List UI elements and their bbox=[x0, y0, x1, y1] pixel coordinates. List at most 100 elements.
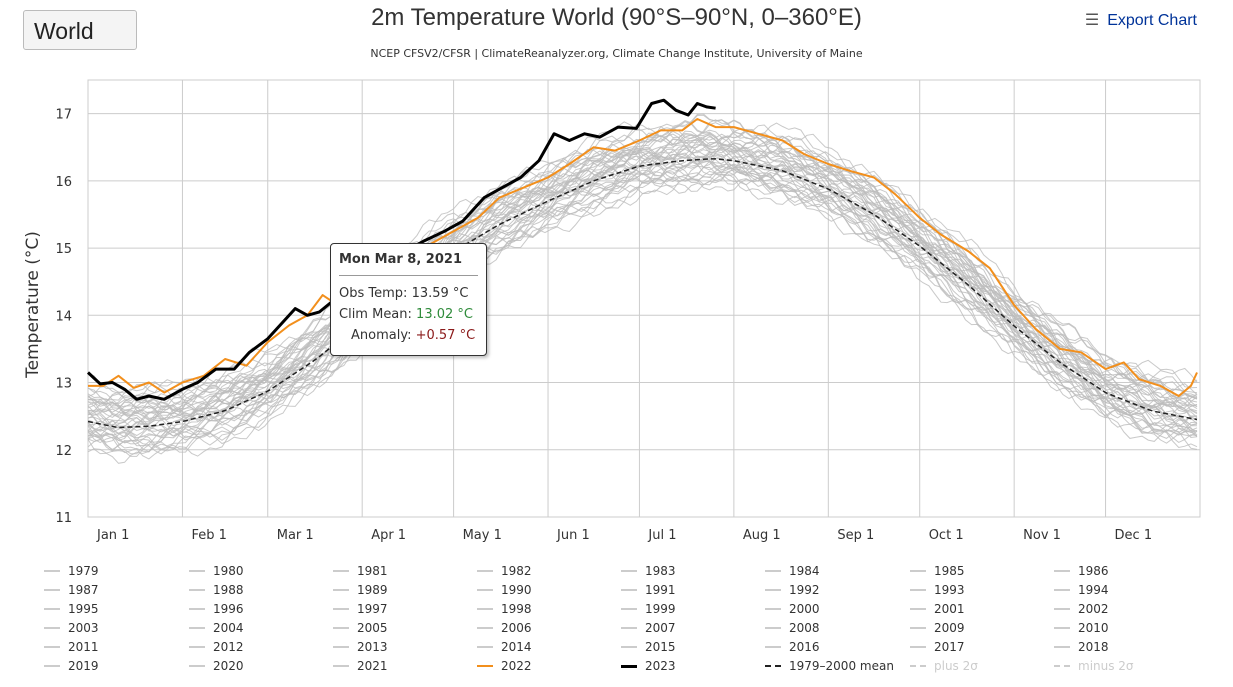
legend-item-2001[interactable]: 2001 bbox=[910, 602, 965, 616]
tooltip-clim-label: Clim Mean: bbox=[339, 307, 412, 322]
legend-swatch bbox=[189, 589, 205, 591]
legend-item-2005[interactable]: 2005 bbox=[333, 621, 388, 635]
legend-item-2009[interactable]: 2009 bbox=[910, 621, 965, 635]
legend-item-2013[interactable]: 2013 bbox=[333, 640, 388, 654]
legend-swatch bbox=[1054, 665, 1070, 667]
menu-icon: ☰ bbox=[1084, 12, 1100, 29]
legend-item-2002[interactable]: 2002 bbox=[1054, 602, 1109, 616]
legend-label: 1997 bbox=[357, 602, 388, 616]
legend-item-1979-2000-mean[interactable]: 1979–2000 mean bbox=[765, 659, 894, 673]
legend-label: 2008 bbox=[789, 621, 820, 635]
legend-item-1980[interactable]: 1980 bbox=[189, 564, 244, 578]
legend-label: 2017 bbox=[934, 640, 965, 654]
legend-label: plus 2σ bbox=[934, 659, 978, 673]
legend-item-2022[interactable]: 2022 bbox=[477, 659, 532, 673]
legend-swatch bbox=[1054, 646, 1070, 648]
year-lines bbox=[87, 113, 1198, 464]
legend-item-2006[interactable]: 2006 bbox=[477, 621, 532, 635]
legend-item-2007[interactable]: 2007 bbox=[621, 621, 676, 635]
legend-swatch bbox=[477, 570, 493, 572]
x-tick-label: Apr 1 bbox=[371, 528, 406, 543]
series-line-2017 bbox=[87, 121, 1198, 405]
legend-label: 2007 bbox=[645, 621, 676, 635]
legend-swatch bbox=[765, 608, 781, 610]
legend-item-1993[interactable]: 1993 bbox=[910, 583, 965, 597]
legend-item-1979[interactable]: 1979 bbox=[44, 564, 99, 578]
series-line-1984 bbox=[87, 174, 1198, 450]
tooltip-obs-label: Obs Temp: bbox=[339, 286, 408, 301]
legend-item-1997[interactable]: 1997 bbox=[333, 602, 388, 616]
legend-item-1982[interactable]: 1982 bbox=[477, 564, 532, 578]
legend-item-2000[interactable]: 2000 bbox=[765, 602, 820, 616]
legend-label: 2020 bbox=[213, 659, 244, 673]
legend-item-1995[interactable]: 1995 bbox=[44, 602, 99, 616]
legend-swatch bbox=[621, 646, 637, 648]
legend-item-2018[interactable]: 2018 bbox=[1054, 640, 1109, 654]
legend-item-1989[interactable]: 1989 bbox=[333, 583, 388, 597]
export-chart-button[interactable]: ☰ Export Chart bbox=[1085, 10, 1197, 30]
legend-item-2014[interactable]: 2014 bbox=[477, 640, 532, 654]
legend-swatch bbox=[477, 646, 493, 648]
legend-swatch bbox=[477, 665, 493, 667]
legend-item-2003[interactable]: 2003 bbox=[44, 621, 99, 635]
legend-swatch bbox=[765, 646, 781, 648]
tooltip-anomaly-label: Anomaly: bbox=[351, 328, 412, 343]
legend-item-1985[interactable]: 1985 bbox=[910, 564, 965, 578]
legend-label: 1998 bbox=[501, 602, 532, 616]
legend-swatch bbox=[44, 608, 60, 610]
legend-item-1984[interactable]: 1984 bbox=[765, 564, 820, 578]
x-tick-label: Feb 1 bbox=[191, 528, 226, 543]
legend-swatch bbox=[44, 570, 60, 572]
legend-item-2023[interactable]: 2023 bbox=[621, 659, 676, 673]
legend-item-1981[interactable]: 1981 bbox=[333, 564, 388, 578]
legend-label: 1996 bbox=[213, 602, 244, 616]
legend-item-2010[interactable]: 2010 bbox=[1054, 621, 1109, 635]
legend-label: 2009 bbox=[934, 621, 965, 635]
tooltip-date: Mon Mar 8, 2021 bbox=[339, 252, 478, 276]
legend-item-1991[interactable]: 1991 bbox=[621, 583, 676, 597]
x-tick-label: Oct 1 bbox=[929, 528, 964, 543]
legend-label: 2005 bbox=[357, 621, 388, 635]
legend-item-1987[interactable]: 1987 bbox=[44, 583, 99, 597]
legend-item-2020[interactable]: 2020 bbox=[189, 659, 244, 673]
legend-label: 1994 bbox=[1078, 583, 1109, 597]
legend-swatch bbox=[765, 627, 781, 629]
legend-item-1986[interactable]: 1986 bbox=[1054, 564, 1109, 578]
legend-label: 2022 bbox=[501, 659, 532, 673]
legend-item-1990[interactable]: 1990 bbox=[477, 583, 532, 597]
legend-item-2016[interactable]: 2016 bbox=[765, 640, 820, 654]
legend-item-1983[interactable]: 1983 bbox=[621, 564, 676, 578]
series-line-1999 bbox=[87, 149, 1198, 437]
series-line-1992 bbox=[87, 164, 1198, 455]
legend-item-2017[interactable]: 2017 bbox=[910, 640, 965, 654]
legend-item-2019[interactable]: 2019 bbox=[44, 659, 99, 673]
legend-item-2004[interactable]: 2004 bbox=[189, 621, 244, 635]
legend-swatch bbox=[477, 608, 493, 610]
legend-item-2012[interactable]: 2012 bbox=[189, 640, 244, 654]
legend-label: 2003 bbox=[68, 621, 99, 635]
legend-item-plus-2-[interactable]: plus 2σ bbox=[910, 659, 978, 673]
legend-item-2008[interactable]: 2008 bbox=[765, 621, 820, 635]
legend-swatch bbox=[765, 589, 781, 591]
legend-swatch bbox=[1054, 570, 1070, 572]
legend-swatch bbox=[333, 665, 349, 667]
region-select-button[interactable]: World bbox=[23, 10, 137, 50]
series-line-2015 bbox=[87, 119, 1198, 416]
legend-item-2015[interactable]: 2015 bbox=[621, 640, 676, 654]
legend-swatch bbox=[189, 570, 205, 572]
series-line-2016 bbox=[87, 114, 1198, 409]
legend-swatch bbox=[1054, 627, 1070, 629]
legend-item-minus-2-[interactable]: minus 2σ bbox=[1054, 659, 1134, 673]
legend-item-2021[interactable]: 2021 bbox=[333, 659, 388, 673]
legend-item-2011[interactable]: 2011 bbox=[44, 640, 99, 654]
legend-item-1998[interactable]: 1998 bbox=[477, 602, 532, 616]
chart-subtitle: NCEP CFSV2/CFSR | ClimateReanalyzer.org,… bbox=[370, 47, 863, 60]
legend-swatch bbox=[1054, 589, 1070, 591]
legend-item-1994[interactable]: 1994 bbox=[1054, 583, 1109, 597]
legend-swatch bbox=[477, 627, 493, 629]
legend-item-1996[interactable]: 1996 bbox=[189, 602, 244, 616]
legend-item-1988[interactable]: 1988 bbox=[189, 583, 244, 597]
legend-label: 2011 bbox=[68, 640, 99, 654]
legend-item-1992[interactable]: 1992 bbox=[765, 583, 820, 597]
legend-item-1999[interactable]: 1999 bbox=[621, 602, 676, 616]
